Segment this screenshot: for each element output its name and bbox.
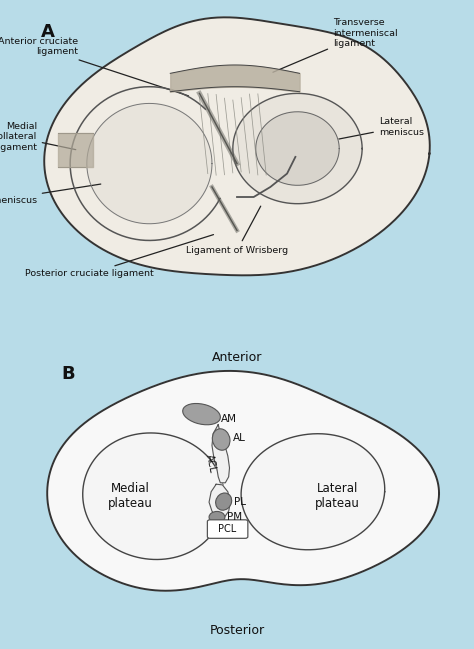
Text: Lateral
plateau: Lateral plateau — [315, 482, 360, 510]
Text: Medial
plateau: Medial plateau — [108, 482, 153, 510]
Text: Posterior: Posterior — [210, 624, 264, 637]
Text: B: B — [62, 365, 75, 383]
Text: PL: PL — [234, 496, 246, 507]
Text: AM: AM — [221, 413, 237, 424]
Polygon shape — [233, 93, 362, 204]
Polygon shape — [44, 18, 430, 275]
Polygon shape — [209, 484, 230, 519]
Text: A: A — [41, 23, 55, 41]
Ellipse shape — [182, 404, 220, 424]
Text: Anterior: Anterior — [212, 352, 262, 365]
Ellipse shape — [209, 511, 225, 523]
Ellipse shape — [212, 429, 230, 450]
Text: Anterior cruciate
ligament: Anterior cruciate ligament — [0, 37, 189, 96]
Text: Posterior cruciate ligament: Posterior cruciate ligament — [25, 234, 213, 278]
Text: Medial meniscus: Medial meniscus — [0, 184, 101, 205]
Text: Ligament of Wrisberg: Ligament of Wrisberg — [186, 206, 288, 255]
Polygon shape — [47, 371, 439, 591]
Text: AL: AL — [233, 433, 246, 443]
FancyBboxPatch shape — [208, 520, 248, 538]
Polygon shape — [87, 103, 212, 224]
Polygon shape — [212, 424, 229, 483]
Text: Medial
collateral
ligament: Medial collateral ligament — [0, 122, 76, 152]
Text: PCL: PCL — [219, 524, 237, 534]
Polygon shape — [83, 433, 224, 559]
Ellipse shape — [216, 493, 232, 510]
Polygon shape — [256, 112, 339, 186]
Text: Transverse
intermeniscal
ligament: Transverse intermeniscal ligament — [273, 18, 398, 72]
Text: PM: PM — [227, 511, 242, 522]
Text: Lateral
meniscus: Lateral meniscus — [336, 117, 424, 140]
Polygon shape — [241, 434, 385, 550]
Text: ACL: ACL — [204, 454, 218, 474]
